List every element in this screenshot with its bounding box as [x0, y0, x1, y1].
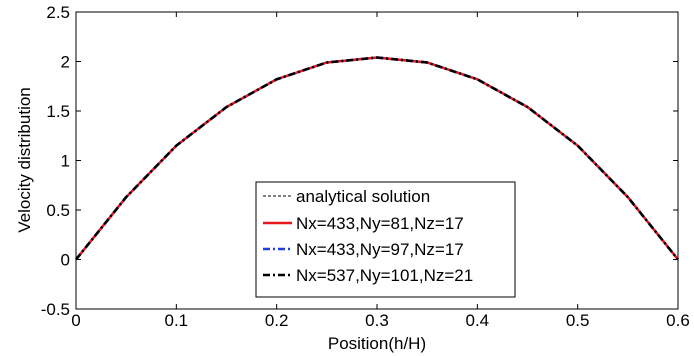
y-tick-label: 2.5 — [46, 3, 70, 22]
axis-ticks: 0 0.1 0.2 0.3 0.4 0.5 0.6-0.500.511.522.5 — [41, 3, 690, 330]
x-tick-label: 0.3 — [365, 311, 389, 330]
x-axis-label: Position(h/H) — [328, 334, 426, 353]
x-tick-label: 0.6 — [666, 311, 690, 330]
x-tick-label: 0.5 — [566, 311, 590, 330]
y-tick-label: 2 — [61, 53, 70, 72]
y-tick-label: -0.5 — [41, 300, 70, 319]
x-tick-label: 0 — [71, 311, 80, 330]
x-tick-label: 0.1 — [165, 311, 189, 330]
series-layer — [75, 56, 679, 261]
legend-label-analytical: analytical solution — [296, 187, 430, 206]
y-tick-label: 0.5 — [46, 201, 70, 220]
y-tick-label: 1 — [61, 152, 70, 171]
legend-label-433-97: Nx=433,Ny=97,Nz=17 — [296, 240, 464, 259]
y-axis-label: Velocity distribution — [15, 87, 34, 233]
x-tick-label: 0.4 — [466, 311, 490, 330]
legend-label-433-81: Nx=433,Ny=81,Nz=17 — [296, 214, 464, 233]
x-tick-label: 0.2 — [265, 311, 289, 330]
legend-label-537-101: Nx=537,Ny=101,Nz=21 — [296, 266, 473, 285]
series-line-3 — [75, 56, 679, 261]
legend-box — [255, 181, 516, 298]
legend: analytical solution Nx=433,Ny=81,Nz=17 N… — [255, 181, 516, 298]
y-tick-label: 1.5 — [46, 102, 70, 121]
y-tick-label: 0 — [61, 251, 70, 270]
